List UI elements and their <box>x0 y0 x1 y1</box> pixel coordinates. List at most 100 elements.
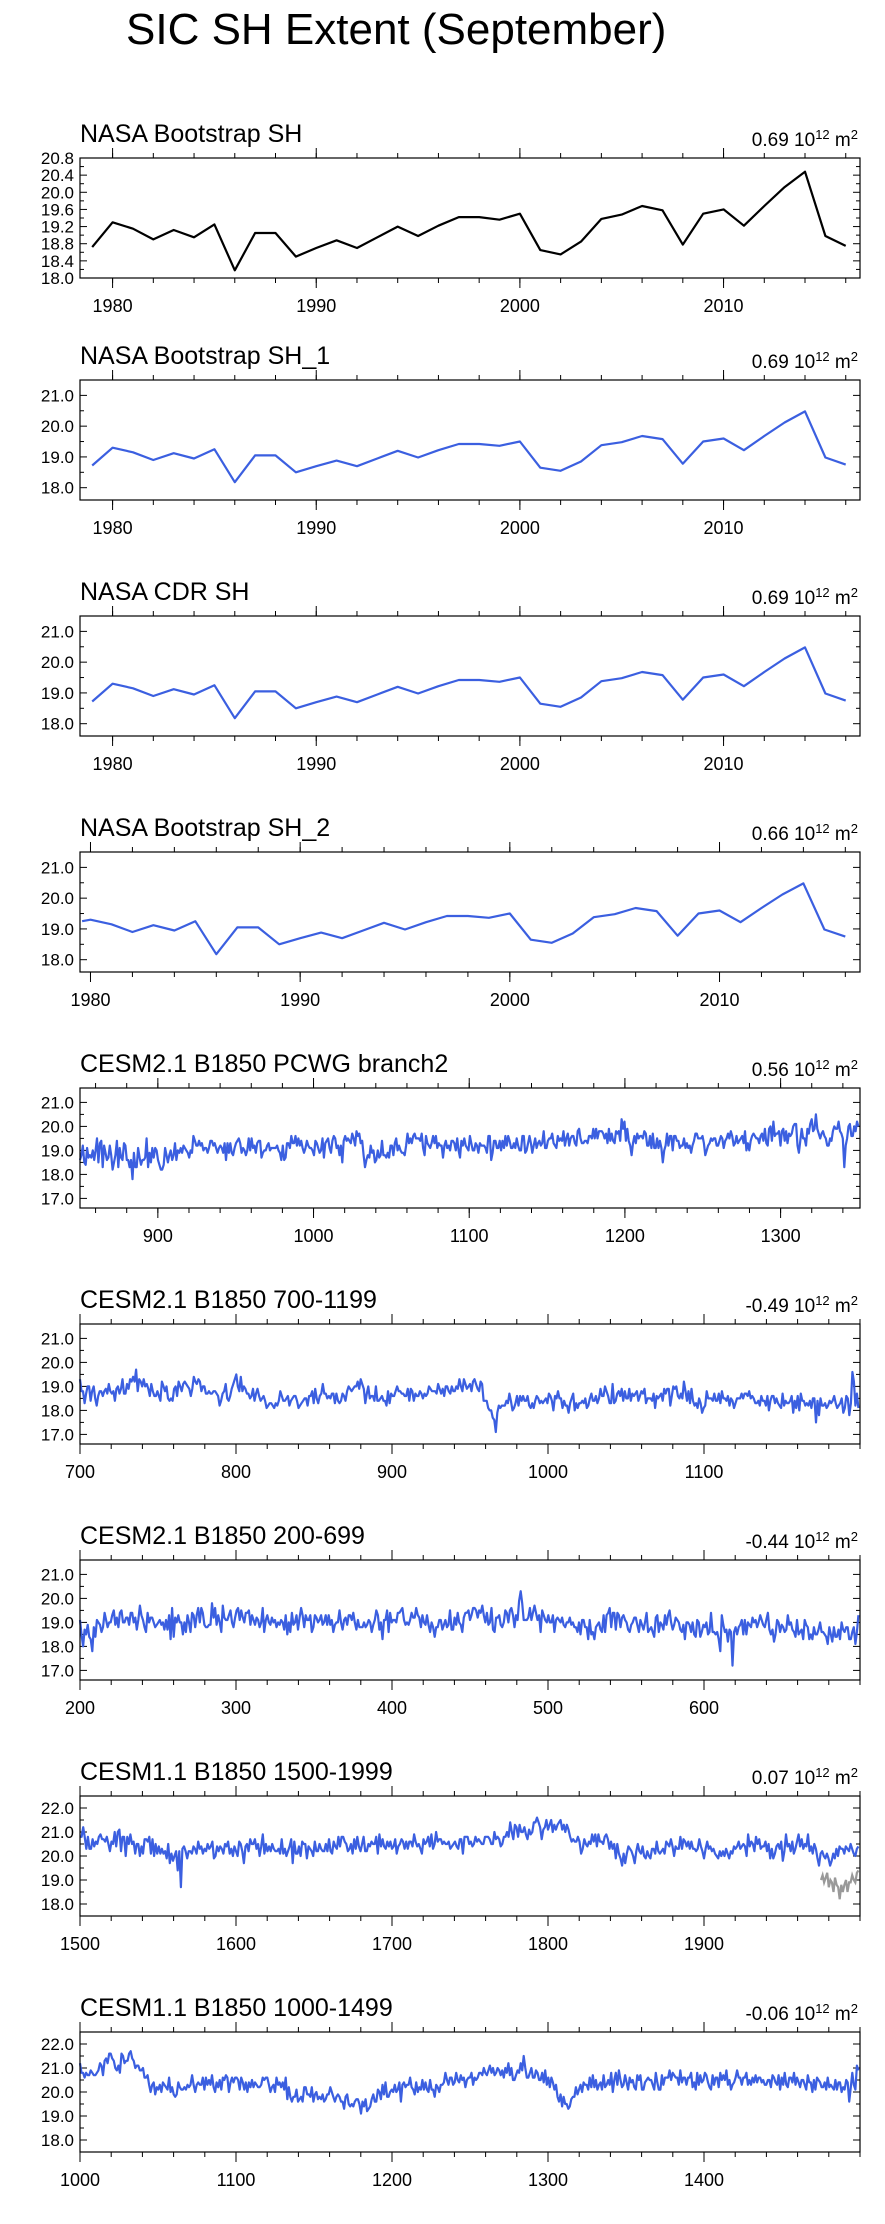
panel-title: CESM2.1 B1850 700-1199 <box>80 1286 377 1314</box>
y-tick-label: 18.4 <box>41 252 74 271</box>
trend-units-exp: 12 <box>815 349 829 364</box>
y-tick-label: 20.0 <box>41 2083 74 2102</box>
plot-frame <box>79 1795 861 1917</box>
trend-units-base: 10 <box>789 2004 815 2025</box>
trend-units-base: 10 <box>789 588 815 609</box>
y-tick-label: 20.0 <box>41 1353 74 1372</box>
y-tick-label: 20.4 <box>41 166 74 185</box>
trend-annotation: 0.69 1012 m2 <box>752 349 858 373</box>
y-tick-label: 19.0 <box>41 1377 74 1396</box>
y-tick-label: 20.0 <box>41 1847 74 1866</box>
trend-annotation: 0.69 1012 m2 <box>752 585 858 609</box>
y-tick-label: 18.8 <box>41 235 74 254</box>
trend-units-unit: m <box>830 588 851 609</box>
y-tick-label: 20.0 <box>41 417 74 436</box>
y-tick-label: 21.0 <box>41 2059 74 2078</box>
x-tick-label: 2000 <box>500 296 540 316</box>
x-tick-label: 1980 <box>93 296 133 316</box>
trend-units-exp: 12 <box>815 1765 829 1780</box>
y-tick-label: 21.0 <box>41 858 74 877</box>
trend-units-pow: 2 <box>851 1765 858 1780</box>
plot-frame <box>79 157 861 279</box>
trend-units-base: 10 <box>789 824 815 845</box>
trend-units-pow: 2 <box>851 2001 858 2016</box>
x-tick-label: 300 <box>221 1698 251 1718</box>
y-tick-label: 20.0 <box>41 889 74 908</box>
trend-units-pow: 2 <box>851 585 858 600</box>
secondary-series-line <box>819 1869 860 1900</box>
y-tick-label: 17.0 <box>41 1661 74 1680</box>
trend-annotation: 0.69 1012 m2 <box>752 127 858 151</box>
panel-title: CESM1.1 B1850 1500-1999 <box>80 1758 393 1786</box>
x-tick-label: 1200 <box>605 1226 645 1246</box>
x-tick-label: 500 <box>533 1698 563 1718</box>
trend-units-exp: 12 <box>815 127 829 142</box>
x-tick-label: 1000 <box>60 2170 100 2190</box>
x-tick-label: 600 <box>689 1698 719 1718</box>
x-tick-label: 2010 <box>704 296 744 316</box>
trend-units-unit: m <box>830 130 851 151</box>
plot-frame <box>79 615 861 737</box>
trend-units-exp: 12 <box>815 1529 829 1544</box>
y-tick-label: 18.0 <box>41 951 74 970</box>
plot-frame <box>79 1323 861 1445</box>
panel-title: CESM2.1 B1850 200-699 <box>80 1522 365 1550</box>
series-line <box>78 1590 860 1667</box>
trend-units-exp: 12 <box>815 1293 829 1308</box>
plot-frame <box>79 1087 861 1209</box>
trend-units-pow: 2 <box>851 1057 858 1072</box>
x-tick-label: 1200 <box>372 2170 412 2190</box>
trend-trend: 0.56 <box>752 1060 789 1081</box>
y-tick-label: 21.0 <box>41 1093 74 1112</box>
trend-units-unit: m <box>830 1060 851 1081</box>
trend-units-unit: m <box>830 352 851 373</box>
trend-annotation: 0.07 1012 m2 <box>752 1765 858 1789</box>
y-tick-label: 18.0 <box>41 269 74 288</box>
series-line <box>91 646 847 720</box>
chart-panel-5: CESM2.1 B1850 PCWG branch2 0.56 1012 m2 17… <box>41 1050 861 1246</box>
chart-panel-8: CESM1.1 B1850 1500-1999 0.07 1012 m2 18.0 1… <box>41 1758 861 1954</box>
x-tick-label: 1700 <box>372 1934 412 1954</box>
y-tick-label: 20.0 <box>41 1589 74 1608</box>
trend-units-pow: 2 <box>851 1293 858 1308</box>
x-tick-label: 1000 <box>528 1462 568 1482</box>
x-tick-label: 1100 <box>685 1462 724 1482</box>
trend-units-unit: m <box>830 824 851 845</box>
x-tick-label: 1980 <box>93 754 133 774</box>
plot-frame <box>79 379 861 501</box>
x-tick-label: 900 <box>377 1462 407 1482</box>
series-line <box>91 410 847 484</box>
trend-units-base: 10 <box>789 1060 815 1081</box>
x-tick-label: 1980 <box>70 990 110 1010</box>
trend-units-exp: 12 <box>815 585 829 600</box>
y-tick-label: 19.0 <box>41 920 74 939</box>
x-tick-label: 1300 <box>761 1226 801 1246</box>
y-tick-label: 19.0 <box>41 448 74 467</box>
y-tick-label: 19.6 <box>41 200 74 219</box>
trend-trend: 0.69 <box>752 588 789 609</box>
x-tick-label: 1900 <box>684 1934 724 1954</box>
y-tick-label: 22.0 <box>41 1799 74 1818</box>
series-line <box>91 170 847 272</box>
trend-units-unit: m <box>830 1532 851 1553</box>
y-tick-label: 19.2 <box>41 218 74 237</box>
y-tick-label: 19.0 <box>41 2107 74 2126</box>
trend-annotation: 0.56 1012 m2 <box>752 1057 858 1081</box>
trend-units-unit: m <box>830 1296 851 1317</box>
trend-units-base: 10 <box>789 1532 815 1553</box>
y-tick-label: 18.0 <box>41 2131 74 2150</box>
x-tick-label: 2010 <box>699 990 739 1010</box>
y-tick-label: 17.0 <box>41 1425 74 1444</box>
x-tick-label: 1500 <box>60 1934 100 1954</box>
y-tick-label: 18.0 <box>41 479 74 498</box>
trend-annotation: -0.06 1012 m2 <box>745 2001 858 2025</box>
y-tick-label: 18.0 <box>41 715 74 734</box>
trend-annotation: -0.49 1012 m2 <box>745 1293 858 1317</box>
trend-units-base: 10 <box>789 130 815 151</box>
y-tick-label: 18.0 <box>41 1637 74 1656</box>
x-tick-label: 1980 <box>93 518 133 538</box>
x-tick-label: 900 <box>143 1226 173 1246</box>
y-tick-label: 21.0 <box>41 1823 74 1842</box>
y-tick-label: 18.0 <box>41 1165 74 1184</box>
series-line <box>80 1816 860 1889</box>
